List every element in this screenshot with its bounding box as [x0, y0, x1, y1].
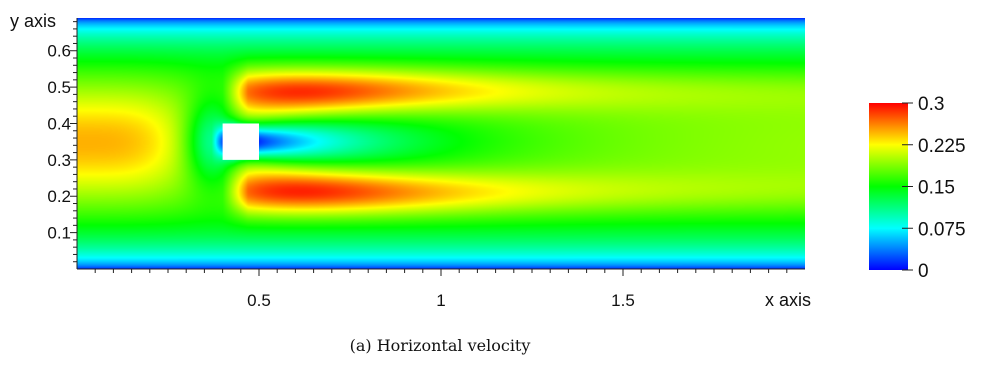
y-tick-label: 0.3	[47, 151, 71, 170]
colorbar-tick-label: 0.075	[918, 219, 966, 240]
y-axis-ticks: 0.1 0.2 0.3 0.4 0.5 0.6	[47, 21, 77, 263]
colorbar	[869, 103, 908, 270]
colorbar-tick-label: 0.15	[918, 178, 955, 199]
y-tick-label: 0.6	[47, 42, 71, 61]
x-tick-label: 0.5	[247, 291, 271, 310]
heatmap-field	[77, 18, 805, 269]
colorbar-tick-label: 0	[918, 261, 929, 282]
colorbar-tick-label: 0.3	[918, 94, 944, 115]
y-axis-title: y axis	[10, 11, 56, 31]
obstacle-square	[222, 123, 259, 160]
x-axis-ticks: 0.5 1 1.5	[94, 269, 788, 310]
x-axis-title: x axis	[765, 290, 811, 310]
y-tick-label: 0.2	[47, 187, 71, 206]
x-tick-label: 1.5	[611, 291, 635, 310]
x-tick-label: 1	[436, 291, 445, 310]
y-tick-label: 0.1	[47, 224, 71, 243]
colorbar-ticks: 0.3 0.225 0.15 0.075 0	[902, 94, 966, 282]
y-tick-label: 0.5	[47, 78, 71, 97]
colorbar-tick-label: 0.225	[918, 136, 966, 157]
figure-caption: (a) Horizontal velocity	[349, 336, 531, 355]
y-tick-label: 0.4	[47, 114, 71, 133]
